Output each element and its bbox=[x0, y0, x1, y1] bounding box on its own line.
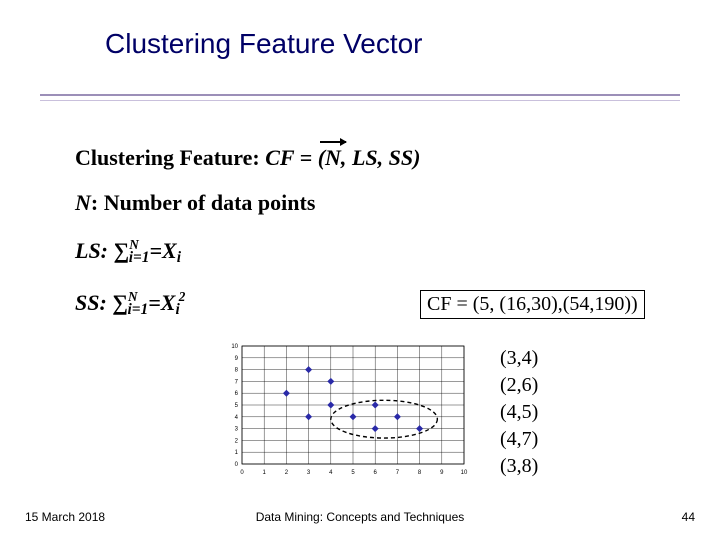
cf-definition-line: Clustering Feature: CF = (N, LS, SS) bbox=[75, 145, 420, 171]
ls-definition: LS: ∑Ni=1=Xi bbox=[75, 238, 181, 264]
svg-text:8: 8 bbox=[418, 470, 422, 476]
point-item: (4,7) bbox=[500, 426, 538, 453]
svg-text:1: 1 bbox=[235, 450, 239, 456]
svg-text:1: 1 bbox=[263, 470, 267, 476]
svg-text:6: 6 bbox=[374, 470, 378, 476]
n-def-text: : Number of data points bbox=[91, 190, 316, 215]
svg-text:7: 7 bbox=[235, 379, 239, 385]
svg-text:10: 10 bbox=[231, 344, 238, 350]
chart-svg: 0 1 2 3 4 5 6 7 8 9 10 0 1 2 3 4 5 6 7 8 9 10 bbox=[220, 340, 470, 480]
ls-rhs-sub: i bbox=[177, 249, 181, 266]
cf-value-box: CF = (5, (16,30),(54,190)) bbox=[420, 290, 645, 319]
sigma-icon: ∑ bbox=[114, 238, 130, 263]
ss-rhs-sup: 2 bbox=[179, 289, 186, 304]
ss-definition: SS: ∑Ni=1=Xi2 bbox=[75, 290, 186, 316]
ss-sum-lower: i=1 bbox=[128, 301, 149, 318]
footer-page-number: 44 bbox=[682, 510, 695, 524]
ss-rhs: =X bbox=[148, 290, 175, 315]
point-item: (4,5) bbox=[500, 399, 538, 426]
vector-arrow-icon bbox=[320, 141, 346, 143]
scatter-chart: 0 1 2 3 4 5 6 7 8 9 10 0 1 2 3 4 5 6 7 8 9 10 bbox=[220, 340, 470, 480]
point-item: (3,8) bbox=[500, 453, 538, 480]
svg-text:5: 5 bbox=[351, 470, 355, 476]
svg-text:8: 8 bbox=[235, 368, 239, 374]
svg-text:3: 3 bbox=[307, 470, 311, 476]
svg-text:2: 2 bbox=[285, 470, 289, 476]
n-definition: N: Number of data points bbox=[75, 190, 315, 216]
svg-text:10: 10 bbox=[461, 470, 468, 476]
svg-text:5: 5 bbox=[235, 403, 239, 409]
ls-rhs: =X bbox=[149, 238, 176, 263]
svg-text:4: 4 bbox=[235, 415, 239, 421]
point-item: (3,4) bbox=[500, 345, 538, 372]
slide-title: Clustering Feature Vector bbox=[105, 28, 423, 60]
title-underline bbox=[40, 94, 680, 101]
svg-text:6: 6 bbox=[235, 391, 239, 397]
ls-sum-lower: i=1 bbox=[129, 249, 150, 266]
ss-label: SS: bbox=[75, 290, 112, 315]
cf-def-formula: CF = (N, LS, SS) bbox=[265, 145, 420, 170]
svg-text:7: 7 bbox=[396, 470, 400, 476]
svg-text:2: 2 bbox=[235, 438, 239, 444]
footer-title: Data Mining: Concepts and Techniques bbox=[0, 510, 720, 524]
svg-text:9: 9 bbox=[440, 470, 444, 476]
cf-def-prefix: Clustering Feature: bbox=[75, 145, 265, 170]
points-list: (3,4) (2,6) (4,5) (4,7) (3,8) bbox=[500, 345, 538, 480]
sigma-icon: ∑ bbox=[112, 290, 128, 315]
svg-text:0: 0 bbox=[235, 462, 239, 468]
svg-text:3: 3 bbox=[235, 427, 239, 433]
svg-text:9: 9 bbox=[235, 356, 239, 362]
svg-text:4: 4 bbox=[329, 470, 333, 476]
svg-text:0: 0 bbox=[240, 470, 244, 476]
point-item: (2,6) bbox=[500, 372, 538, 399]
ls-label: LS: bbox=[75, 238, 114, 263]
